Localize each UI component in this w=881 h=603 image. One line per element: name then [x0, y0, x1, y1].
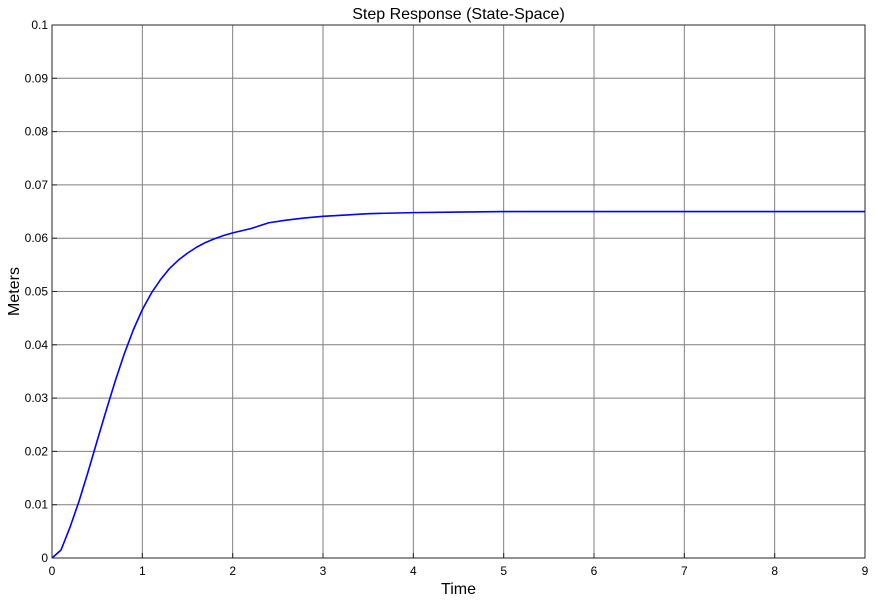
y-tick-label: 0.1 [31, 18, 48, 32]
x-tick-label: 2 [229, 564, 236, 578]
x-tick-label: 4 [410, 564, 417, 578]
y-tick-label: 0.05 [25, 285, 49, 299]
chart-title: Step Response (State-Space) [352, 6, 565, 23]
x-tick-label: 0 [49, 564, 56, 578]
x-tick-label: 8 [771, 564, 778, 578]
x-tick-label: 3 [320, 564, 327, 578]
x-axis-label: Time [441, 581, 476, 598]
y-tick-label: 0.08 [25, 125, 49, 139]
y-tick-label: 0.09 [25, 71, 49, 85]
y-tick-label: 0.06 [25, 231, 49, 245]
x-tick-label: 5 [500, 564, 507, 578]
y-axis-label: Meters [6, 267, 23, 316]
x-tick-label: 9 [862, 564, 869, 578]
y-tick-label: 0.04 [25, 338, 49, 352]
series-line [51, 210, 865, 559]
y-tick-label: 0.01 [25, 498, 49, 512]
series-layer [51, 210, 865, 559]
y-tick-label: 0 [41, 551, 48, 565]
y-tick-label: 0.02 [25, 444, 49, 458]
y-tick-label: 0.07 [25, 178, 49, 192]
x-tick-label: 1 [139, 564, 146, 578]
tick-labels: 0 1 2 3 4 5 6 7 8 9 0 0.01 0.02 0.03 0.04 0.05 0.06 0.07 0… [25, 18, 869, 578]
x-tick-label: 7 [681, 564, 688, 578]
x-tick-label: 6 [591, 564, 598, 578]
y-tick-label: 0.03 [25, 391, 49, 405]
